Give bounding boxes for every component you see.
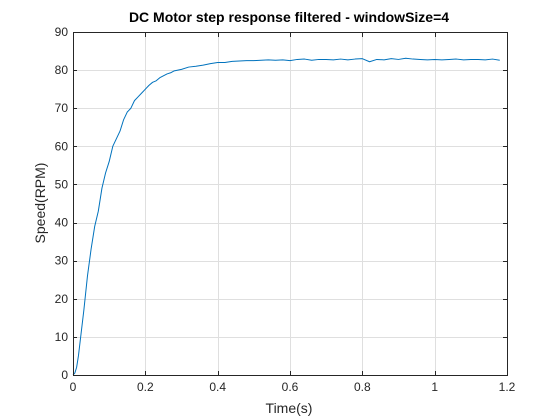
ticks: 0 0.2 0.4 0.6 0.8 1 1.2 0 10 20 30 40 50 60 70 80 90 — [55, 25, 516, 394]
grid — [73, 32, 508, 376]
plot-area — [72, 57, 500, 376]
axes-box — [73, 32, 508, 376]
chart-title: DC Motor step response filtered - window… — [129, 9, 449, 25]
x-tick-label: 0 — [70, 380, 77, 394]
y-tick-label: 20 — [55, 292, 69, 306]
x-tick-label: 0.8 — [354, 380, 371, 394]
y-axis-title: Speed(RPM) — [32, 163, 48, 244]
axes — [73, 32, 508, 376]
y-tick-label: 0 — [61, 368, 68, 382]
x-tick-label: 0.4 — [209, 380, 226, 394]
y-tick-label: 40 — [55, 216, 69, 230]
y-tick-label: 80 — [55, 63, 69, 77]
y-tick-label: 30 — [55, 254, 69, 268]
x-tick-label: 0.2 — [137, 380, 154, 394]
series-line — [72, 57, 500, 376]
x-tick-label: 1 — [431, 380, 438, 394]
y-tick-label: 70 — [55, 101, 69, 115]
x-axis-title: Time(s) — [266, 400, 313, 416]
y-tick-label: 60 — [55, 139, 69, 153]
x-tick-label: 0.6 — [282, 380, 299, 394]
y-tick-label: 10 — [55, 330, 69, 344]
y-tick-label: 50 — [55, 177, 69, 191]
y-tick-label: 90 — [55, 25, 69, 39]
x-tick-label: 1.2 — [499, 380, 516, 394]
